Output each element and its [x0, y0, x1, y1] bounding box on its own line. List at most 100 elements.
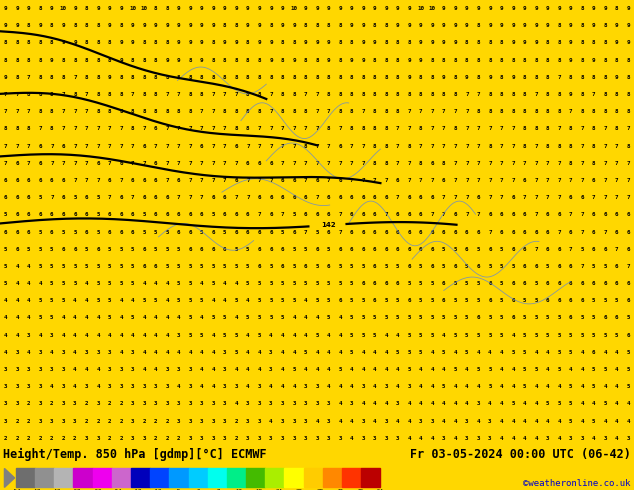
- Text: 4: 4: [200, 316, 204, 320]
- Text: 6: 6: [281, 195, 284, 200]
- Text: 4: 4: [212, 367, 215, 372]
- Text: 9: 9: [235, 41, 238, 46]
- Text: 5: 5: [465, 316, 469, 320]
- Text: 7: 7: [557, 229, 561, 235]
- Text: 3: 3: [223, 418, 226, 423]
- Text: 3: 3: [200, 418, 204, 423]
- Text: 8: 8: [384, 109, 388, 114]
- Text: 5: 5: [465, 281, 469, 286]
- Text: 9: 9: [419, 41, 422, 46]
- Text: 3: 3: [131, 401, 134, 406]
- Text: 5: 5: [430, 298, 434, 303]
- Text: 5: 5: [604, 367, 607, 372]
- Text: 3: 3: [292, 436, 295, 441]
- Text: 9: 9: [188, 41, 192, 46]
- Text: 7: 7: [188, 161, 192, 166]
- Text: 7: 7: [488, 178, 491, 183]
- Text: 6: 6: [292, 195, 295, 200]
- Text: 2: 2: [4, 436, 8, 441]
- Text: 4: 4: [384, 350, 388, 355]
- Text: 6: 6: [500, 212, 503, 218]
- Text: 7: 7: [235, 92, 238, 97]
- Text: 5: 5: [292, 367, 295, 372]
- Text: 4: 4: [557, 384, 561, 389]
- Text: 4: 4: [408, 401, 411, 406]
- Text: 8: 8: [408, 92, 411, 97]
- Text: 6: 6: [16, 178, 19, 183]
- Text: 6: 6: [523, 247, 526, 252]
- Text: 7: 7: [177, 144, 181, 148]
- Text: 5: 5: [569, 418, 573, 423]
- Text: 5: 5: [269, 316, 273, 320]
- Text: 3: 3: [281, 436, 284, 441]
- Text: 5: 5: [327, 316, 330, 320]
- Text: 4: 4: [339, 384, 342, 389]
- Text: 9: 9: [604, 6, 607, 11]
- Text: 9: 9: [223, 6, 226, 11]
- Text: 3: 3: [465, 436, 469, 441]
- Text: 6: 6: [396, 212, 399, 218]
- Text: 5: 5: [246, 264, 250, 269]
- Text: 9: 9: [442, 6, 446, 11]
- Text: 7: 7: [580, 229, 584, 235]
- Text: 5: 5: [292, 264, 295, 269]
- Text: 7: 7: [131, 161, 134, 166]
- Text: 6: 6: [384, 229, 388, 235]
- Text: 5: 5: [419, 350, 422, 355]
- Text: 6: 6: [604, 212, 607, 218]
- Text: 4: 4: [339, 350, 342, 355]
- Text: 7: 7: [384, 212, 388, 218]
- Text: 8: 8: [580, 109, 584, 114]
- Text: 6: 6: [177, 178, 181, 183]
- Text: 4: 4: [534, 418, 538, 423]
- Text: 7: 7: [27, 109, 30, 114]
- Text: 8: 8: [569, 161, 573, 166]
- Text: 7: 7: [85, 109, 88, 114]
- Text: 8: 8: [442, 58, 446, 63]
- Text: 7: 7: [327, 144, 330, 148]
- Text: 4: 4: [465, 401, 469, 406]
- Text: 7: 7: [604, 195, 607, 200]
- Text: 6: 6: [154, 178, 157, 183]
- Text: 6: 6: [304, 264, 307, 269]
- Text: 7: 7: [73, 109, 77, 114]
- Text: 8: 8: [604, 58, 607, 63]
- Text: 9: 9: [27, 6, 30, 11]
- Text: 6: 6: [453, 212, 457, 218]
- Text: 9: 9: [131, 24, 134, 28]
- Text: 9: 9: [188, 24, 192, 28]
- Polygon shape: [4, 468, 15, 488]
- Text: 7: 7: [592, 92, 595, 97]
- Text: 8: 8: [477, 109, 480, 114]
- Text: 9: 9: [465, 75, 469, 80]
- Text: 5: 5: [465, 298, 469, 303]
- Text: 3: 3: [626, 436, 630, 441]
- Text: 6: 6: [165, 195, 169, 200]
- Text: 5: 5: [500, 247, 503, 252]
- Text: 6: 6: [361, 195, 365, 200]
- Text: 8: 8: [453, 92, 457, 97]
- Text: 5: 5: [396, 350, 399, 355]
- Text: 9: 9: [615, 75, 618, 80]
- Text: 3: 3: [96, 350, 100, 355]
- Text: 5: 5: [96, 264, 100, 269]
- Text: 7: 7: [339, 212, 342, 218]
- Text: 7: 7: [465, 126, 469, 131]
- Text: 3: 3: [384, 384, 388, 389]
- Text: 7: 7: [223, 92, 226, 97]
- Text: 7: 7: [419, 109, 422, 114]
- Text: 8: 8: [557, 58, 561, 63]
- Text: 8: 8: [465, 41, 469, 46]
- Text: 8: 8: [442, 92, 446, 97]
- Text: 4: 4: [511, 436, 515, 441]
- Text: 6: 6: [546, 229, 549, 235]
- Text: 6: 6: [408, 212, 411, 218]
- Text: 5: 5: [442, 350, 446, 355]
- Text: 7: 7: [615, 178, 618, 183]
- Text: 6: 6: [592, 229, 595, 235]
- Text: 6: 6: [408, 229, 411, 235]
- Text: 6: 6: [16, 195, 19, 200]
- Text: 8: 8: [39, 6, 42, 11]
- Text: 2: 2: [73, 436, 77, 441]
- Text: 6: 6: [339, 195, 342, 200]
